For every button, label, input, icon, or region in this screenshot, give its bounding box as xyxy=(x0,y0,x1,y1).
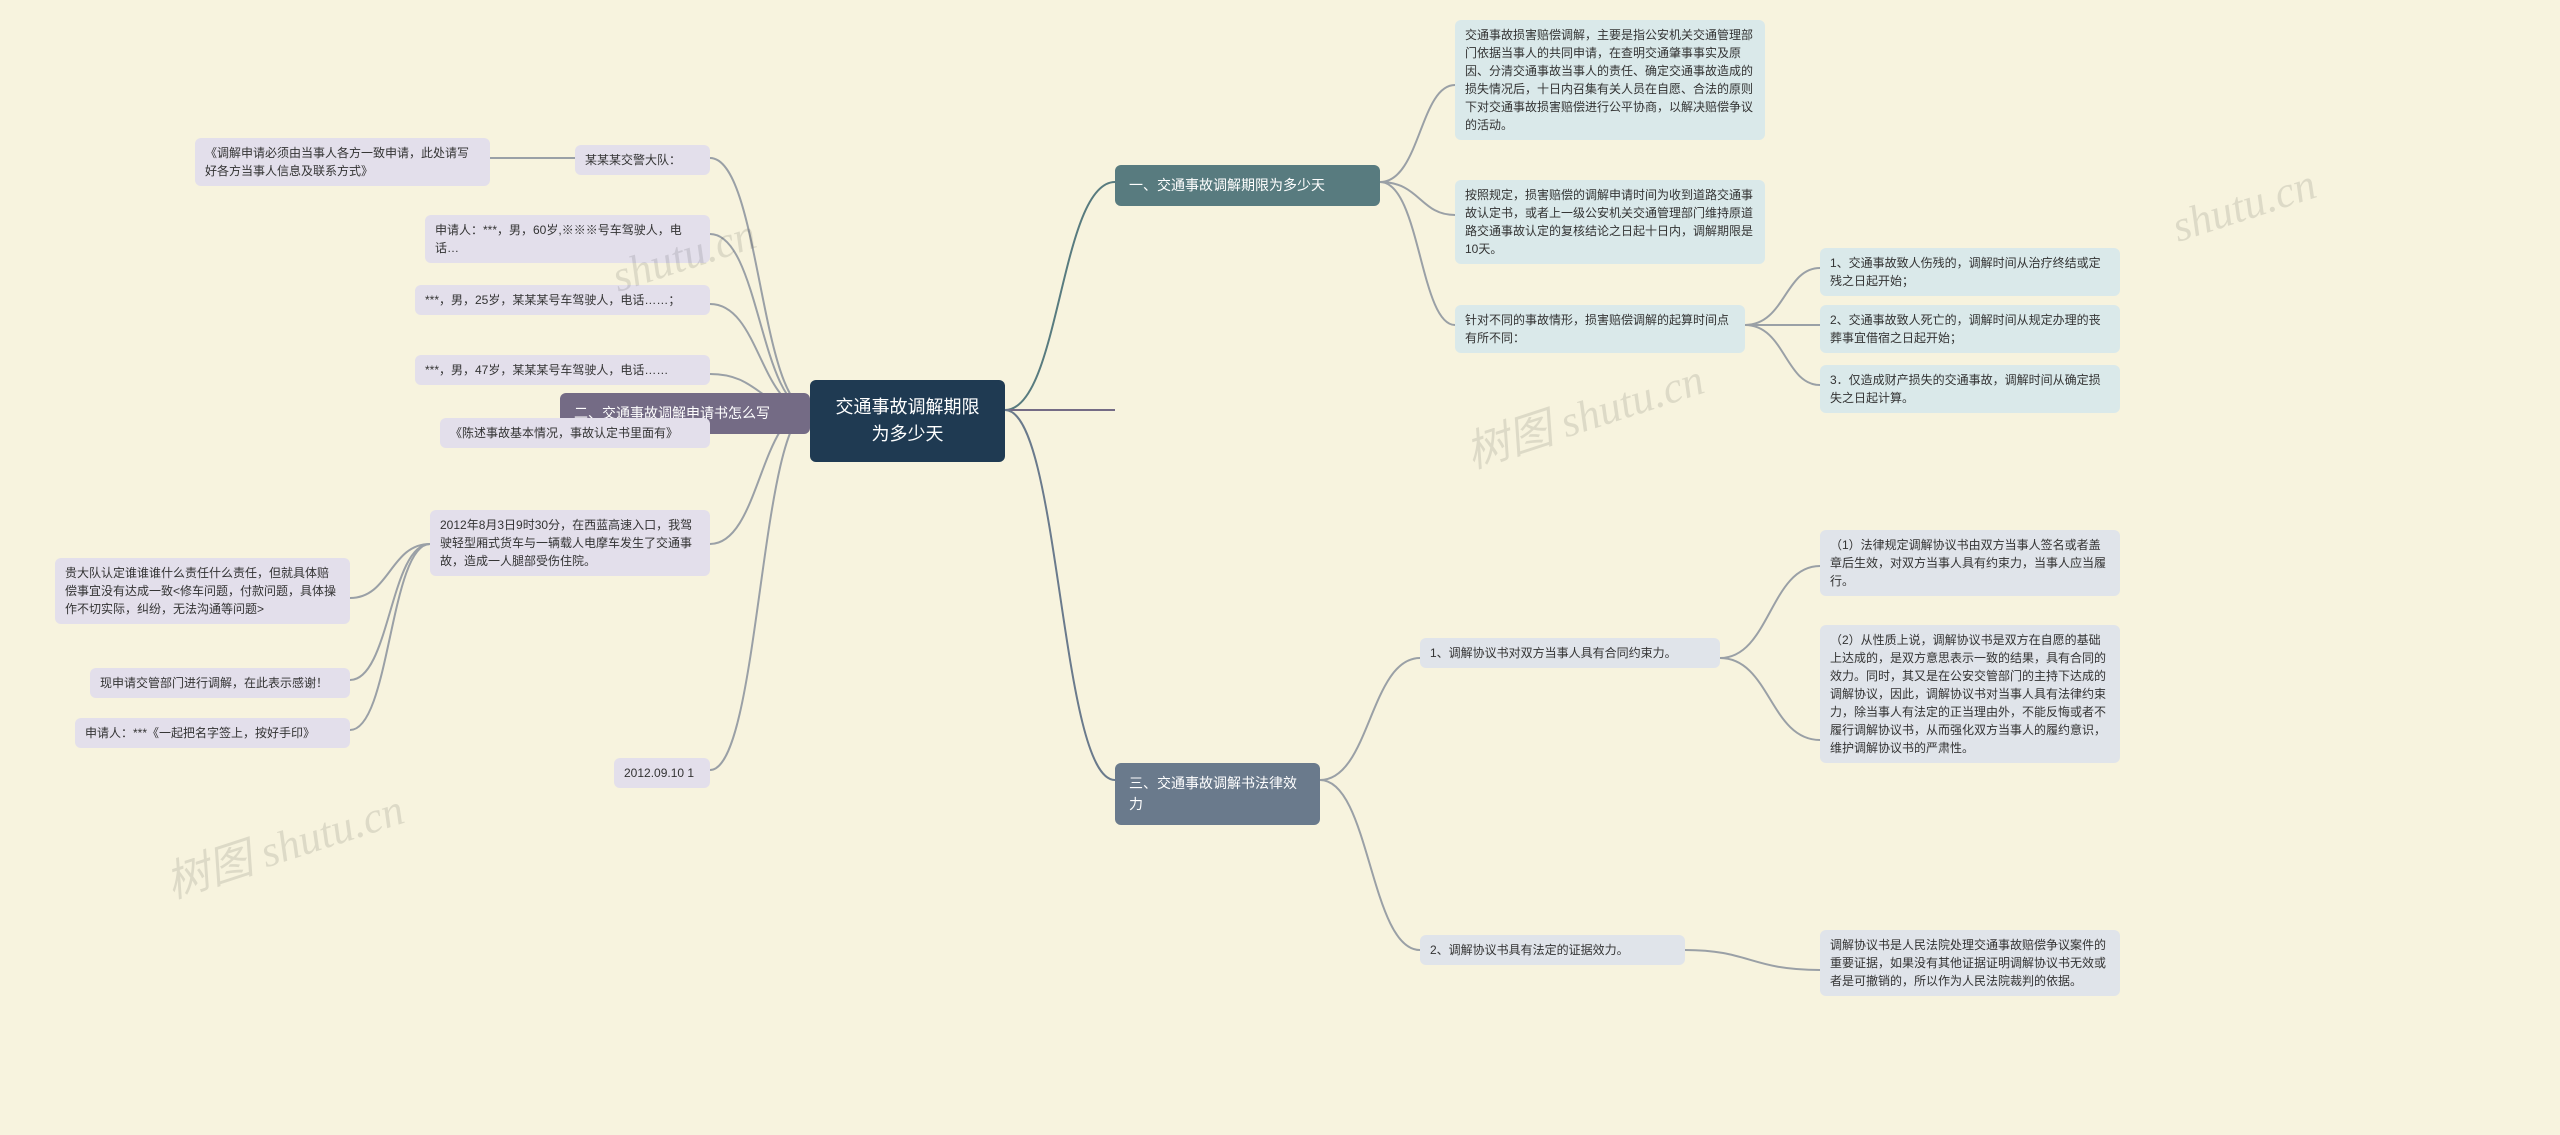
b2-desc-note: 《陈述事故基本情况，事故认定书里面有》 xyxy=(440,418,710,448)
b2-desc: 2012年8月3日9时30分，在西蓝高速入口，我驾驶轻型厢式货车与一辆载人电摩车… xyxy=(430,510,710,576)
b2-head-note: 《调解申请必须由当事人各方一致申请，此处请写好各方当事人信息及联系方式》 xyxy=(195,138,490,186)
b1-node-intro: 交通事故损害赔偿调解，主要是指公安机关交通管理部门依据当事人的共同申请，在查明交… xyxy=(1455,20,1765,140)
branch-1: 一、交通事故调解期限为多少天 xyxy=(1115,165,1380,206)
b2-liab: 贵大队认定谁谁谁什么责任什么责任，但就具体赔偿事宜没有达成一致<修车问题，付款问… xyxy=(55,558,350,624)
b2-p2: ***，男，25岁，某某某号车驾驶人，电话……； xyxy=(415,285,710,315)
b2-thanks: 现申请交管部门进行调解，在此表示感谢！ xyxy=(90,668,350,698)
b3-node-evidence-1: 调解协议书是人民法院处理交通事故赔偿争议案件的重要证据，如果没有其他证据证明调解… xyxy=(1820,930,2120,996)
b1-node-starttime-3: 3．仅造成财产损失的交通事故，调解时间从确定损失之日起计算。 xyxy=(1820,365,2120,413)
b1-node-starttime-2: 2、交通事故致人死亡的，调解时间从规定办理的丧葬事宜借宿之日起开始； xyxy=(1820,305,2120,353)
b1-node-starttime: 针对不同的事故情形，损害赔偿调解的起算时间点有所不同： xyxy=(1455,305,1745,353)
b2-sign: 申请人：***《一起把名字签上，按好手印》 xyxy=(75,718,350,748)
branch-3: 三、交通事故调解书法律效力 xyxy=(1115,763,1320,825)
watermark: 树图 shutu.cn xyxy=(156,773,411,910)
b3-node-binding-2: （2）从性质上说，调解协议书是双方在自愿的基础上达成的，是双方意思表示一致的结果… xyxy=(1820,625,2120,763)
b3-node-binding-1: （1）法律规定调解协议书由双方当事人签名或者盖章后生效，对双方当事人具有约束力，… xyxy=(1820,530,2120,596)
b3-node-binding: 1、调解协议书对双方当事人具有合同约束力。 xyxy=(1420,638,1720,668)
b2-p3: ***，男，47岁，某某某号车驾驶人，电话…… xyxy=(415,355,710,385)
b3-node-evidence: 2、调解协议书具有法定的证据效力。 xyxy=(1420,935,1685,965)
b1-node-starttime-1: 1、交通事故致人伤残的，调解时间从治疗终结或定残之日起开始； xyxy=(1820,248,2120,296)
b2-head: 某某某交警大队： xyxy=(575,145,710,175)
root-label: 交通事故调解期限为多少天 xyxy=(828,394,987,448)
branch-1-label: 一、交通事故调解期限为多少天 xyxy=(1129,175,1325,196)
branch-3-label: 三、交通事故调解书法律效力 xyxy=(1129,773,1306,815)
b2-date: 2012.09.10 1 xyxy=(614,758,710,788)
root-node: 交通事故调解期限为多少天 xyxy=(810,380,1005,462)
b1-node-deadline: 按照规定，损害赔偿的调解申请时间为收到道路交通事故认定书，或者上一级公安机关交通… xyxy=(1455,180,1765,264)
b2-p1: 申请人：***，男，60岁,※※※号车驾驶人，电话… xyxy=(425,215,710,263)
watermark: shutu.cn xyxy=(2166,158,2322,252)
watermark: 树图 shutu.cn xyxy=(1456,343,1711,480)
